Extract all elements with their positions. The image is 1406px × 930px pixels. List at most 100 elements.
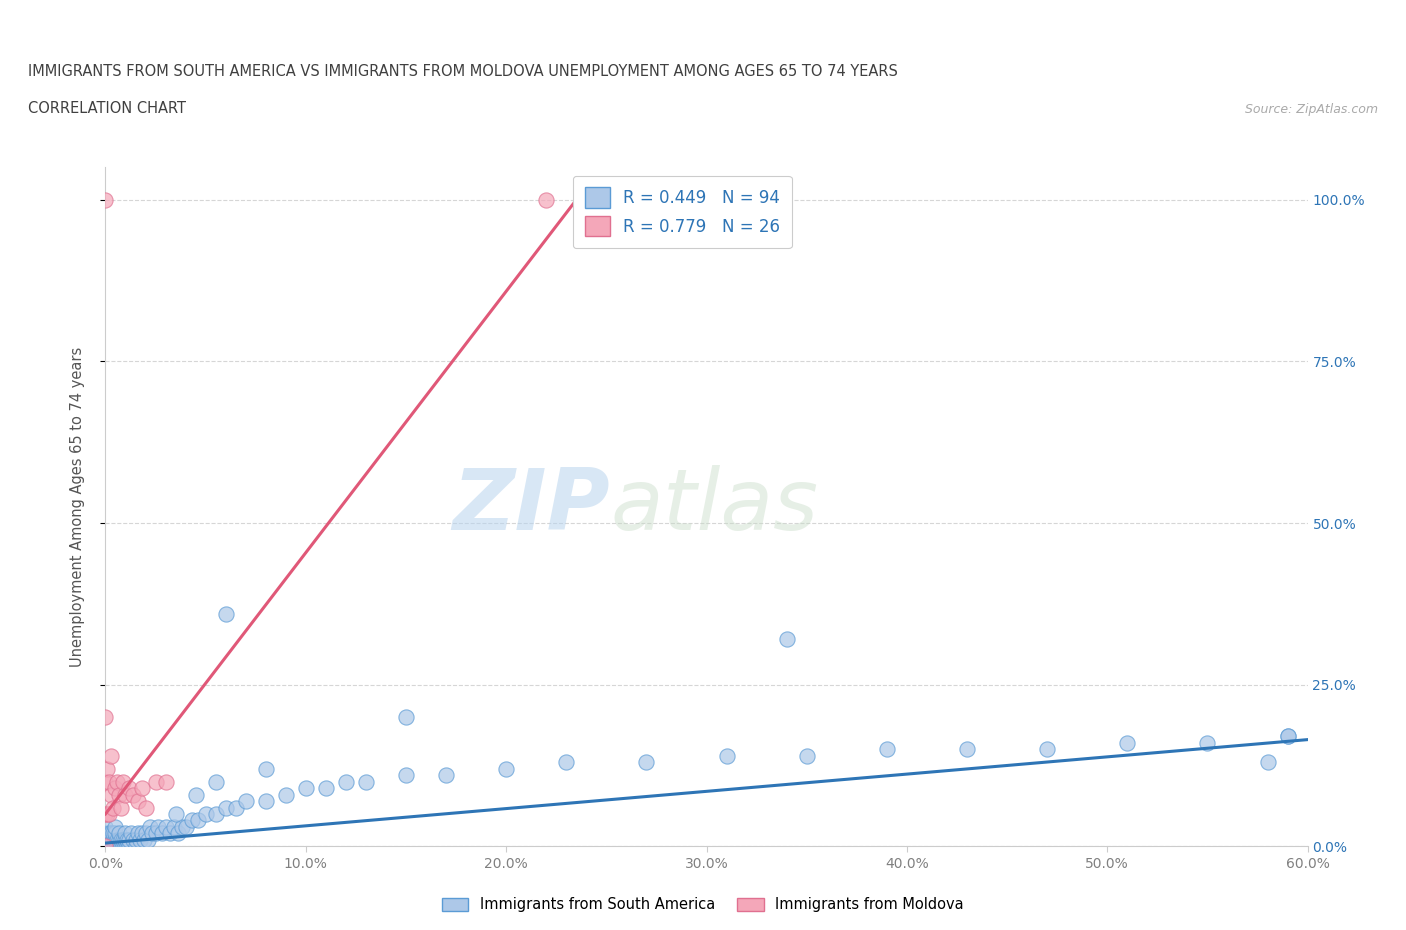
Point	[127, 826, 149, 841]
Point	[159, 826, 181, 841]
Point	[534, 193, 557, 207]
Point	[112, 839, 135, 854]
Text: IMMIGRANTS FROM SOUTH AMERICA VS IMMIGRANTS FROM MOLDOVA UNEMPLOYMENT AMONG AGES: IMMIGRANTS FROM SOUTH AMERICA VS IMMIGRA…	[28, 64, 898, 79]
Y-axis label: Unemployment Among Ages 65 to 74 years: Unemployment Among Ages 65 to 74 years	[70, 347, 84, 667]
Point	[121, 826, 143, 841]
Text: CORRELATION CHART: CORRELATION CHART	[28, 101, 186, 116]
Point	[117, 839, 139, 854]
Point	[96, 806, 118, 821]
Point	[94, 839, 117, 854]
Point	[146, 819, 169, 834]
Point	[108, 787, 131, 802]
Point	[170, 819, 193, 834]
Point	[956, 742, 979, 757]
Text: Source: ZipAtlas.com: Source: ZipAtlas.com	[1244, 103, 1378, 116]
Point	[110, 800, 132, 815]
Point	[104, 832, 127, 847]
Point	[166, 826, 188, 841]
Point	[1277, 729, 1299, 744]
Point	[155, 819, 177, 834]
Point	[1197, 736, 1219, 751]
Point	[104, 780, 127, 795]
Point	[495, 762, 517, 777]
Point	[214, 800, 236, 815]
Point	[98, 839, 121, 854]
Legend: R = 0.449   N = 94, R = 0.779   N = 26: R = 0.449 N = 94, R = 0.779 N = 26	[574, 176, 792, 248]
Point	[295, 780, 318, 795]
Point	[118, 780, 141, 795]
Point	[107, 832, 129, 847]
Point	[1277, 729, 1299, 744]
Point	[434, 768, 457, 783]
Point	[94, 832, 117, 847]
Point	[103, 839, 125, 854]
Point	[141, 826, 163, 841]
Point	[315, 780, 337, 795]
Point	[776, 632, 799, 647]
Point	[165, 806, 187, 821]
Point	[235, 793, 257, 808]
Point	[122, 787, 145, 802]
Point	[155, 774, 177, 789]
Point	[108, 832, 131, 847]
Point	[876, 742, 898, 757]
Point	[110, 839, 132, 854]
Point	[98, 832, 121, 847]
Point	[225, 800, 247, 815]
Point	[150, 826, 173, 841]
Point	[335, 774, 357, 789]
Point	[94, 839, 117, 854]
Point	[100, 839, 122, 854]
Point	[107, 839, 129, 854]
Point	[100, 787, 122, 802]
Point	[118, 832, 141, 847]
Point	[555, 755, 578, 770]
Point	[96, 832, 118, 847]
Point	[94, 819, 117, 834]
Point	[128, 832, 150, 847]
Point	[187, 813, 209, 828]
Point	[112, 832, 135, 847]
Point	[194, 806, 217, 821]
Point	[636, 755, 658, 770]
Point	[135, 800, 157, 815]
Point	[214, 606, 236, 621]
Point	[254, 762, 277, 777]
Point	[94, 193, 117, 207]
Point	[108, 839, 131, 854]
Point	[136, 832, 159, 847]
Point	[184, 787, 207, 802]
Text: ZIP: ZIP	[453, 465, 610, 549]
Point	[107, 774, 129, 789]
Point	[100, 749, 122, 764]
Point	[145, 826, 167, 841]
Point	[94, 774, 117, 789]
Point	[94, 839, 117, 854]
Point	[104, 826, 127, 841]
Point	[94, 710, 117, 724]
Point	[114, 832, 136, 847]
Point	[103, 800, 125, 815]
Point	[103, 826, 125, 841]
Point	[131, 826, 153, 841]
Point	[94, 806, 117, 821]
Point	[124, 832, 146, 847]
Point	[135, 826, 157, 841]
Point	[96, 839, 118, 854]
Point	[354, 774, 377, 789]
Point	[395, 768, 418, 783]
Point	[110, 832, 132, 847]
Point	[174, 819, 197, 834]
Point	[114, 826, 136, 841]
Point	[114, 787, 136, 802]
Point	[204, 806, 226, 821]
Point	[124, 839, 146, 854]
Point	[100, 832, 122, 847]
Point	[98, 774, 121, 789]
Point	[100, 826, 122, 841]
Point	[103, 832, 125, 847]
Point	[1257, 755, 1279, 770]
Point	[395, 710, 418, 724]
Point	[94, 839, 117, 854]
Legend: Immigrants from South America, Immigrants from Moldova: Immigrants from South America, Immigrant…	[436, 891, 970, 918]
